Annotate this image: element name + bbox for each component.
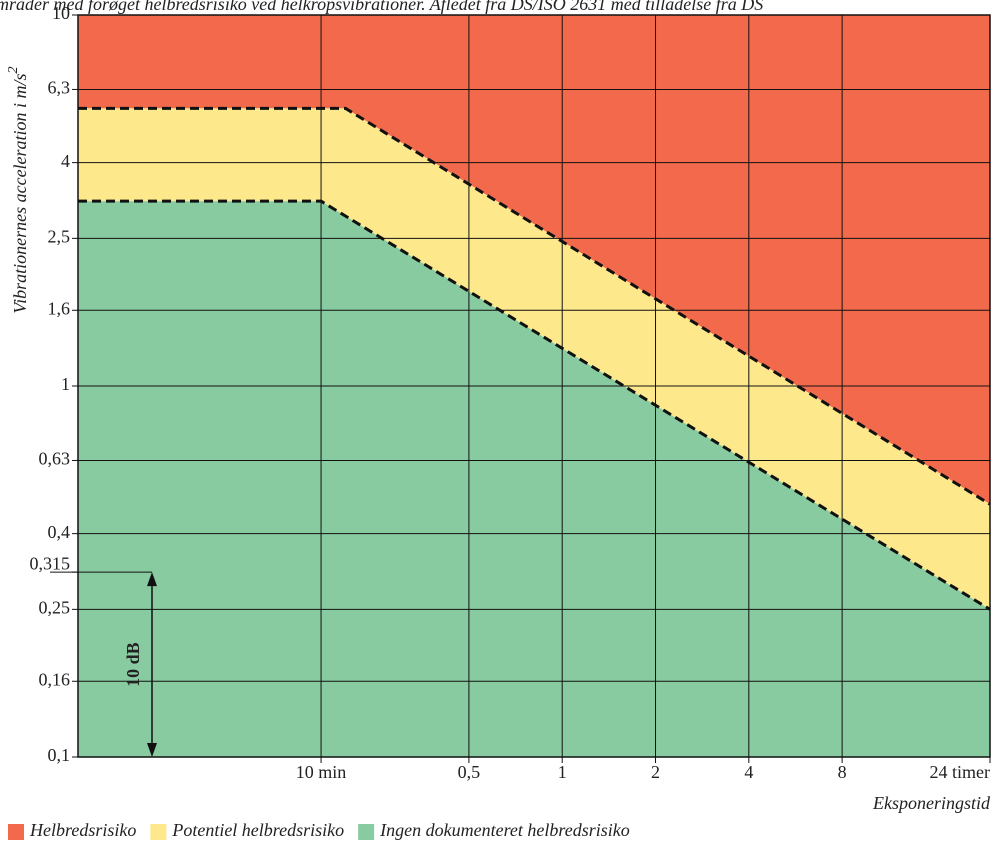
- x-tick-label: 1: [558, 762, 567, 782]
- chart-title: mråder med forøget helbredsrisiko ved he…: [0, 0, 763, 14]
- y-tick-label: 10: [52, 3, 70, 23]
- y-tick-label: 0,16: [39, 669, 71, 689]
- y-tick-label: 0,63: [39, 449, 71, 469]
- legend-swatch: [358, 824, 375, 840]
- y-tick-label: 0,315: [30, 553, 71, 573]
- y-tick-label: 0,25: [39, 597, 71, 617]
- x-tick-label: 24 timer: [930, 762, 991, 782]
- legend-label: Potentiel helbredsrisiko: [171, 820, 344, 840]
- y-tick-label: 0,1: [48, 745, 71, 765]
- y-tick-label: 4: [61, 151, 70, 171]
- area: [78, 201, 990, 758]
- y-tick-label: 0,4: [48, 522, 71, 542]
- boundary-line: [78, 199, 991, 611]
- area: [78, 108, 990, 610]
- y-axis-label: Vibrationernes acceleration i m/s2: [6, 66, 30, 313]
- arrow-head: [147, 743, 157, 757]
- plot-frame: [77, 14, 991, 758]
- x-tick-label: 4: [744, 762, 753, 782]
- y-tick-label: 2,5: [48, 226, 71, 246]
- y-tick-label: 6,3: [48, 78, 71, 98]
- x-tick-label: 10 min: [296, 762, 347, 782]
- y-tick-label: 1: [61, 374, 70, 394]
- legend-swatch: [150, 824, 167, 840]
- x-axis-label: Eksponeringstid: [872, 793, 991, 813]
- y-axis-label-text: Vibrationernes acceleration i m/s: [10, 73, 30, 313]
- legend-label: Helbredsrisiko: [29, 820, 136, 840]
- x-tick-label: 2: [651, 762, 660, 782]
- legend-swatch: [8, 824, 24, 840]
- y-tick-label: 1,6: [48, 298, 71, 318]
- x-tick-label: 8: [838, 762, 847, 782]
- annotation-label: 10 dB: [123, 642, 143, 687]
- boundary-line: [78, 106, 991, 506]
- x-tick-label: 0,5: [458, 762, 481, 782]
- legend-label: Ingen dokumenteret helbredsrisiko: [379, 820, 630, 840]
- arrow-head: [147, 572, 157, 587]
- area-above: [78, 15, 990, 505]
- y-axis-label-sup: 2: [6, 66, 21, 73]
